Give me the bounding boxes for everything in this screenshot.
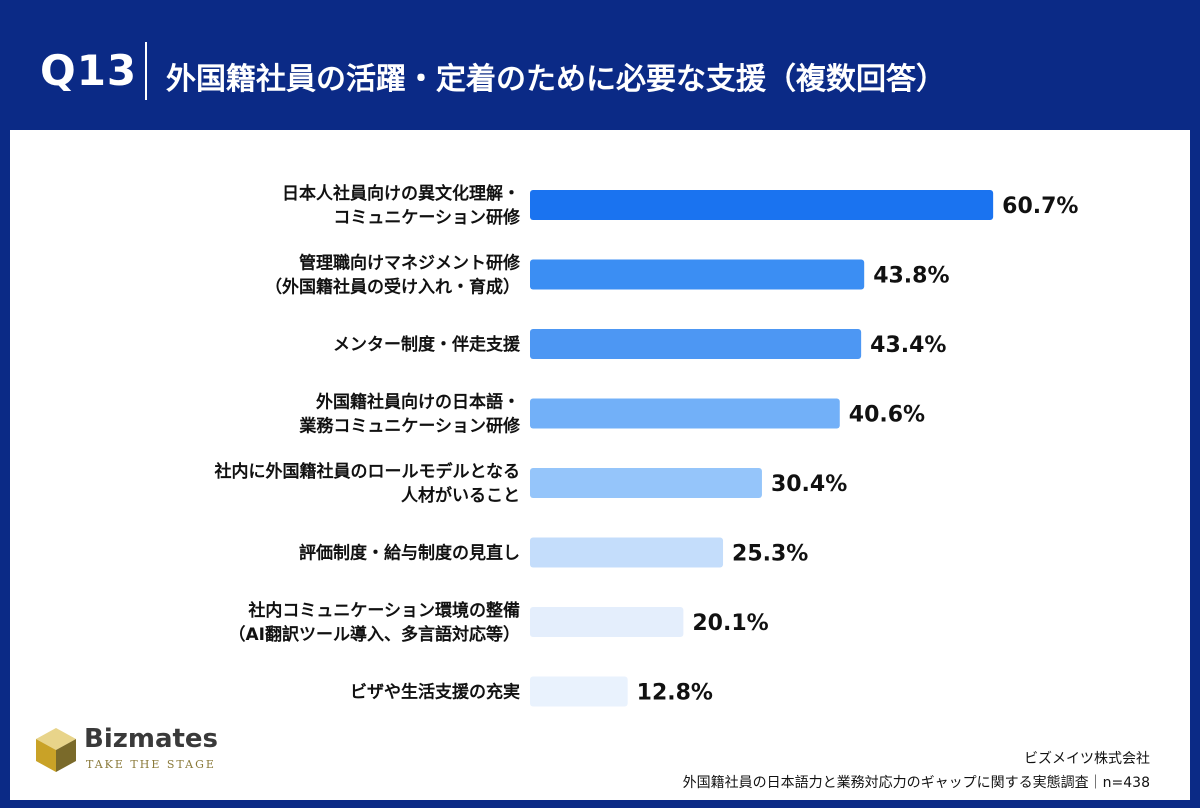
value-label-7: 20.1%: [692, 611, 768, 636]
footer-company: ビズメイツ株式会社: [1024, 751, 1150, 767]
value-label-4: 40.6%: [849, 403, 925, 428]
bar-1: [530, 190, 994, 220]
category-label-6-line-1: 評価制度・給与制度の見直し: [299, 543, 520, 564]
logo-name: Bizmates: [84, 724, 219, 754]
category-label-1-line-2: コミュニケーション研修: [333, 207, 521, 228]
value-label-3: 43.4%: [870, 333, 946, 358]
cube-logo-icon: [36, 728, 76, 772]
category-label-2-line-2: （外国籍社員の受け入れ・育成）: [265, 277, 520, 298]
value-label-8: 12.8%: [637, 681, 713, 706]
value-label-1: 60.7%: [1002, 194, 1078, 219]
category-label-1-line-1: 日本人社員向けの異文化理解・: [282, 183, 520, 204]
question-number: Q13: [40, 46, 138, 95]
category-label-7-line-1: 社内コミュニケーション環境の整備: [247, 600, 520, 621]
value-label-6: 25.3%: [732, 542, 808, 567]
chart-panel: 60.7% 日本人社員向けの異文化理解・コミュニケーション研修 43.8% 管理職向け…: [10, 130, 1190, 800]
value-label-5: 30.4%: [771, 472, 847, 497]
bar-6: [530, 537, 724, 568]
footer-survey: 外国籍社員の日本語力と業務対応力のギャップに関する実態調査｜n=438: [682, 775, 1150, 791]
category-label-7-line-2: （AI翻訳ツール導入、多言語対応等）: [229, 624, 520, 645]
bar-chart: 60.7% 日本人社員向けの異文化理解・コミュニケーション研修 43.8% 管理職向け…: [214, 183, 1078, 707]
page-title: 外国籍社員の活躍・定着のために必要な支援（複数回答）: [166, 62, 946, 97]
category-label-8-line-1: ビザや生活支援の充実: [350, 682, 520, 703]
bar-3: [530, 329, 862, 359]
bar-7: [530, 607, 684, 637]
category-label-5-line-1: 社内に外国籍社員のロールモデルとなる: [214, 461, 521, 482]
category-label-4-line-1: 外国籍社員向けの日本語・: [316, 392, 520, 413]
category-label-2-line-1: 管理職向けマネジメント研修: [299, 253, 521, 274]
category-label-5-line-2: 人材がいること: [401, 485, 520, 506]
bar-8: [530, 676, 628, 707]
bar-5: [530, 468, 762, 498]
category-label-4-line-2: 業務コミュニケーション研修: [299, 416, 521, 437]
header-divider: [145, 42, 147, 100]
bizmates-logo: Bizmates TAKE THE STAGE: [34, 724, 234, 780]
category-label-3-line-1: メンター制度・伴走支援: [333, 334, 521, 355]
bar-2: [530, 259, 865, 290]
bar-4: [530, 398, 840, 429]
value-label-2: 43.8%: [873, 264, 949, 289]
header: Q13 外国籍社員の活躍・定着のために必要な支援（複数回答）: [0, 0, 1200, 130]
logo-tagline: TAKE THE STAGE: [86, 758, 216, 771]
